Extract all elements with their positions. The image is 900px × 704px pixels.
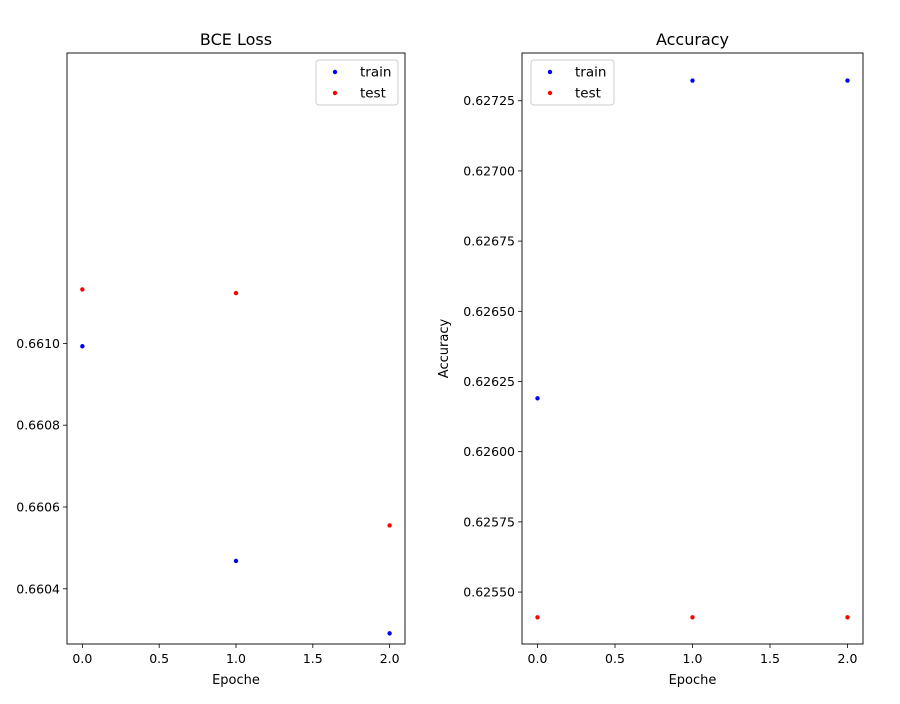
data-point-test [387,523,392,528]
x-tick-label: 1.0 [226,651,246,666]
y-tick-label: 0.62600 [463,444,515,459]
legend-label-test: test [360,86,386,102]
y-tick-label: 0.62550 [463,585,515,600]
data-point-test [80,287,85,292]
loss-chart: BCE Loss 0.0 0.5 1.0 1.5 2.0 0.6604 0.6606 0.660… [16,30,406,688]
x-tick-label: 1.5 [760,651,780,666]
x-axis-label: Epoche [212,673,260,688]
data-point-train [80,344,85,349]
data-point-train [690,78,695,83]
x-tick-label: 0.0 [72,651,92,666]
x-tick-label: 0.5 [149,651,169,666]
y-tick-label: 0.6604 [16,581,60,596]
y-tick-label: 0.62675 [463,234,515,249]
y-tick-label: 0.6608 [16,418,60,433]
x-tick-label: 2.0 [380,651,400,666]
y-tick-label: 0.62575 [463,514,515,529]
legend-label-train: train [575,65,606,81]
legend-label-test: test [575,86,601,102]
x-tick-label: 2.0 [838,651,858,666]
data-point-train [233,558,239,564]
x-tick-label: 1.5 [303,651,323,666]
y-tick-label: 0.6610 [16,336,60,351]
data-point-test [233,290,239,296]
y-axis-label: Accuracy [437,319,452,379]
y-tick-label: 0.62725 [463,93,515,108]
data-point-train [387,631,392,636]
y-tick-label: 0.62700 [463,163,515,178]
plot-frame [66,52,406,645]
chart-title: Accuracy [656,30,729,49]
data-point-train [845,78,850,83]
y-tick-label: 0.6606 [16,499,60,514]
x-tick-label: 0.0 [528,651,548,666]
y-tick-label: 0.62650 [463,304,515,319]
chart-title: BCE Loss [200,30,272,49]
legend-marker-train [547,69,553,75]
y-tick-label: 0.62625 [463,374,515,389]
legend-marker-train [332,69,338,75]
data-point-train [535,396,540,401]
x-axis-label: Epoche [669,673,717,688]
data-point-test [845,615,850,620]
data-point-test [690,615,695,620]
plot-frame [521,52,864,645]
x-tick-label: 0.5 [605,651,625,666]
legend-marker-test [332,90,338,96]
legend-label-train: train [360,65,391,81]
data-point-test [535,615,540,620]
legend-marker-test [547,90,553,96]
x-tick-label: 1.0 [683,651,703,666]
accuracy-chart: Accuracy 0.0 0.5 1.0 1.5 2.0 0.62550 0.62575 0.6… [437,30,864,688]
